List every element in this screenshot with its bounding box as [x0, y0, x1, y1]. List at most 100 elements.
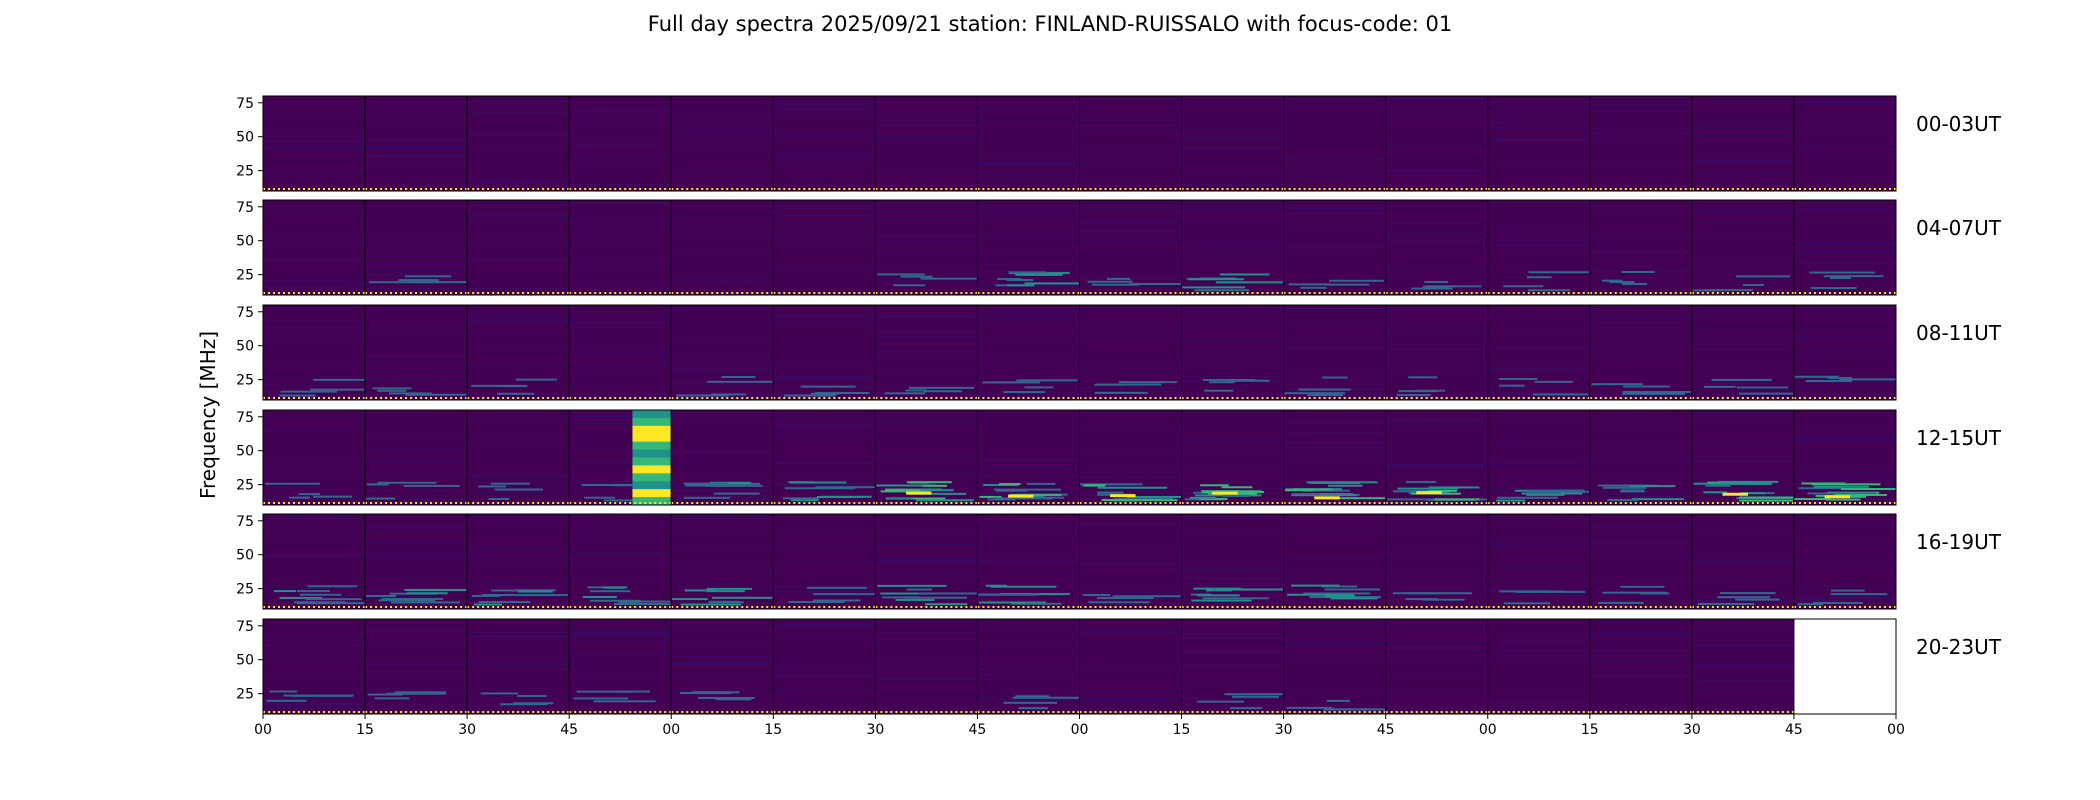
noise-line	[671, 235, 774, 237]
emission-streak	[1711, 378, 1772, 381]
emission-peak	[1416, 491, 1442, 495]
noise-line	[1181, 444, 1284, 446]
emission-streak	[307, 585, 357, 588]
noise-line	[1793, 415, 1896, 417]
noise-line	[977, 468, 1080, 470]
noise-line	[1691, 460, 1794, 462]
noise-line	[773, 591, 876, 593]
noise-line	[1385, 222, 1488, 224]
noise-line	[1487, 244, 1590, 246]
noise-line	[671, 533, 774, 535]
noise-line	[1181, 355, 1284, 357]
noise-line	[1283, 633, 1386, 635]
noise-line	[569, 245, 672, 247]
noise-line	[1283, 387, 1386, 389]
emission-streak	[1127, 495, 1182, 498]
noise-line	[1691, 383, 1794, 385]
noise-line	[773, 376, 876, 378]
noise-line	[467, 549, 570, 551]
noise-line	[1691, 666, 1794, 668]
noise-line	[1589, 327, 1692, 329]
noise-line	[1181, 137, 1284, 139]
noise-line	[1589, 494, 1692, 496]
noise-line	[467, 100, 570, 102]
noise-line	[1385, 240, 1488, 242]
noise-line	[1487, 329, 1590, 331]
noise-line	[1181, 200, 1284, 202]
noise-line	[671, 477, 774, 479]
emission-streak	[1597, 601, 1644, 604]
noise-line	[1181, 705, 1284, 707]
emission-streak	[1839, 378, 1896, 381]
emission-streak	[1807, 492, 1876, 495]
emission-streak	[1107, 277, 1131, 280]
noise-line	[263, 430, 366, 432]
noise-line	[1691, 119, 1794, 121]
noise-line	[569, 109, 672, 111]
spectrum-panel	[467, 619, 570, 714]
emission-streak	[676, 394, 730, 397]
noise-line	[1589, 496, 1692, 498]
noise-line	[1589, 478, 1692, 480]
emission-streak	[814, 392, 870, 395]
emission-streak	[1527, 492, 1562, 495]
noise-line	[1385, 231, 1488, 233]
noise-line	[1793, 210, 1896, 212]
y-tick-label: 50	[236, 444, 254, 460]
spectrum-panel	[365, 410, 468, 505]
emission-streak	[1322, 376, 1348, 379]
noise-line	[1181, 577, 1284, 579]
noise-line	[671, 149, 774, 151]
emission-streak	[706, 587, 753, 590]
noise-line	[1793, 144, 1896, 146]
emission-streak	[1008, 271, 1046, 274]
noise-line	[263, 416, 366, 418]
noise-line	[467, 213, 570, 215]
noise-line	[365, 671, 468, 673]
noise-line	[1385, 628, 1488, 630]
noise-line	[569, 327, 672, 329]
emission-peak	[1824, 495, 1851, 499]
noise-line	[569, 125, 672, 127]
spectrum-panel	[773, 305, 876, 400]
noise-line	[1283, 642, 1386, 644]
noise-line	[1079, 276, 1182, 278]
emission-streak	[403, 484, 460, 487]
noise-line	[875, 695, 978, 697]
noise-line	[1181, 447, 1284, 449]
noise-line	[773, 100, 876, 102]
noise-line	[773, 364, 876, 366]
noise-line	[875, 117, 978, 119]
emission-streak	[904, 596, 967, 599]
noise-line	[1181, 252, 1284, 254]
noise-line	[1079, 491, 1182, 493]
noise-line	[875, 569, 978, 571]
y-tick-label: 75	[236, 305, 254, 321]
noise-line	[1181, 681, 1284, 683]
noise-line	[263, 240, 366, 242]
emission-streak	[491, 589, 535, 592]
noise-line	[773, 687, 876, 689]
noise-line	[1589, 549, 1692, 551]
x-tick-label: 15	[1581, 722, 1599, 738]
emission-streak	[1710, 482, 1769, 485]
emission-streak	[1291, 584, 1340, 587]
spectrum-panel	[1691, 619, 1794, 714]
emission-streak	[1094, 383, 1123, 386]
emission-streak	[784, 487, 856, 490]
noise-line	[1691, 416, 1794, 418]
noise-line	[263, 587, 366, 589]
noise-line	[263, 327, 366, 329]
x-tick-label: 30	[1683, 722, 1701, 738]
spectrum-panel	[1487, 96, 1590, 191]
noise-line	[1487, 200, 1590, 202]
emission-streak	[1307, 394, 1343, 397]
noise-line	[1283, 212, 1386, 214]
noise-line	[569, 552, 672, 554]
noise-line	[875, 562, 978, 564]
spectrum-panel	[1793, 200, 1896, 295]
noise-line	[671, 518, 774, 520]
emission-streak	[1012, 696, 1080, 699]
noise-line	[569, 220, 672, 222]
noise-line	[263, 517, 366, 519]
